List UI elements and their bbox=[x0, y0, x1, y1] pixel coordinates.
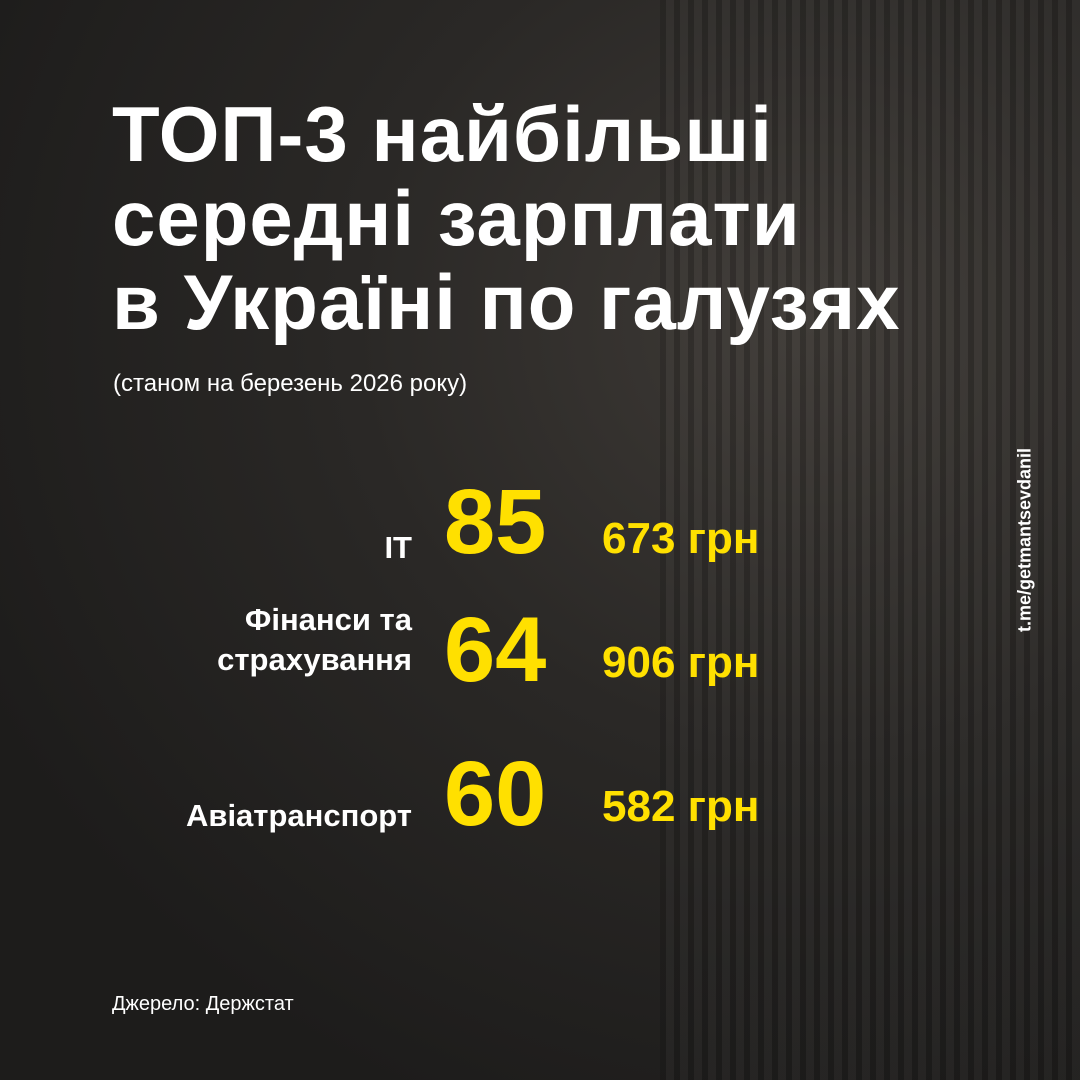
industry-label: Авіатранспорт bbox=[186, 798, 412, 833]
label-line: страхування bbox=[217, 642, 412, 677]
industry-label: Фінанси та страхування bbox=[217, 600, 412, 680]
salary-thousands: 64 bbox=[444, 599, 547, 701]
salary-rest: 906 грн bbox=[602, 638, 760, 687]
title-line: ТОП-3 найбільші bbox=[112, 90, 773, 178]
background-image bbox=[660, 0, 1080, 1080]
salary-thousands: 60 bbox=[444, 743, 547, 845]
page-title: ТОП-3 найбільші середні зарплати в Украї… bbox=[112, 92, 900, 344]
salary-rest: 582 грн bbox=[602, 782, 760, 831]
telegram-link[interactable]: t.me/getmantsevdanil bbox=[1014, 447, 1035, 633]
salary-thousands: 85 bbox=[444, 471, 547, 573]
industry-label: ІТ bbox=[384, 530, 412, 565]
salary-rest: 673 грн bbox=[602, 514, 760, 563]
source-note: Джерело: Держстат bbox=[112, 993, 294, 1015]
label-line: Фінанси та bbox=[244, 602, 412, 637]
title-line: в Україні по галузях bbox=[112, 258, 901, 346]
title-line: середні зарплати bbox=[112, 174, 801, 262]
subtitle: (станом на березень 2026 року) bbox=[113, 370, 468, 397]
